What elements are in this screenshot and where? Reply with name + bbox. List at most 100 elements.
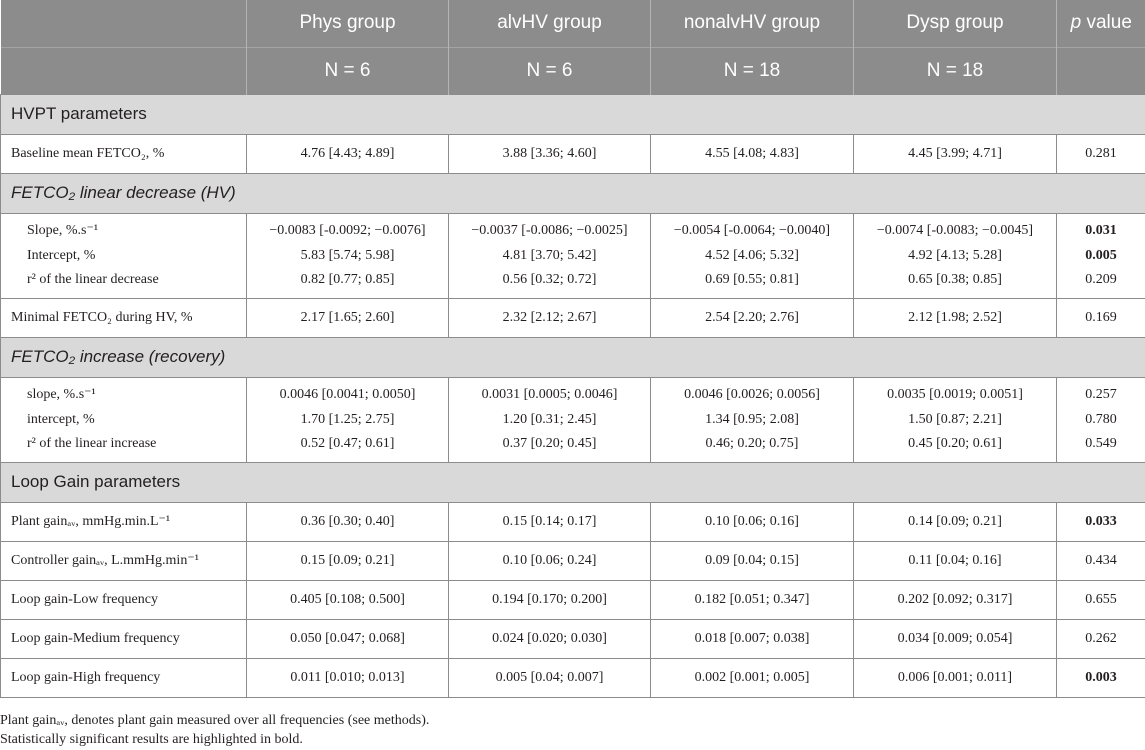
n-phys: N = 6 bbox=[246, 46, 449, 94]
p-value: 0.780 bbox=[1056, 407, 1145, 432]
table-row: Controller gainₐᵥ, L.mmHg.min⁻¹ 0.15 [0.… bbox=[0, 540, 1145, 580]
cell: 4.81 [3.70; 5.42] bbox=[448, 243, 651, 268]
cell: 0.56 [0.32; 0.72] bbox=[448, 268, 651, 298]
header-nonalvhv: nonalvHV group bbox=[650, 0, 854, 47]
p-value: 0.262 bbox=[1056, 618, 1145, 658]
cell: 0.405 [0.108; 0.500] bbox=[246, 579, 449, 619]
table-row: Loop gain-Medium frequency 0.050 [0.047;… bbox=[0, 618, 1145, 658]
row-label: Plant gainₐᵥ, mmHg.min.L⁻¹ bbox=[0, 501, 247, 541]
row-label: Baseline mean FETCO₂, % bbox=[0, 133, 247, 173]
cell: 0.15 [0.09; 0.21] bbox=[246, 540, 449, 580]
section-hvpt: HVPT parameters bbox=[0, 93, 1145, 134]
footnote-plant-gain: Plant gainₐᵥ, denotes plant gain measure… bbox=[0, 713, 430, 728]
p-value: 0.033 bbox=[1056, 501, 1145, 541]
cell: 0.37 [0.20; 0.45] bbox=[448, 432, 651, 462]
table-row: Minimal FETCO₂ during HV, % 2.17 [1.65; … bbox=[0, 297, 1145, 337]
p-value: 0.031 bbox=[1056, 212, 1145, 243]
cell: 0.52 [0.47; 0.61] bbox=[246, 432, 449, 462]
cell: 1.20 [0.31; 2.45] bbox=[448, 407, 651, 432]
cell: 5.83 [5.74; 5.98] bbox=[246, 243, 449, 268]
header-blank bbox=[0, 0, 247, 47]
n-alvhv: N = 6 bbox=[448, 46, 651, 94]
p-value: 0.257 bbox=[1056, 376, 1145, 407]
cell: 0.002 [0.001; 0.005] bbox=[650, 657, 854, 698]
p-value: 0.005 bbox=[1056, 243, 1145, 268]
row-label: Loop gain-High frequency bbox=[0, 657, 247, 698]
row-label: Intercept, % bbox=[0, 243, 247, 268]
cell: 0.10 [0.06; 0.16] bbox=[650, 501, 854, 541]
header-dysp: Dysp group bbox=[853, 0, 1057, 47]
row-label: intercept, % bbox=[0, 407, 247, 432]
cell: 0.45 [0.20; 0.61] bbox=[853, 432, 1057, 462]
cell: 0.018 [0.007; 0.038] bbox=[650, 618, 854, 658]
row-label: Minimal FETCO₂ during HV, % bbox=[0, 297, 247, 337]
cell: 2.12 [1.98; 2.52] bbox=[853, 297, 1057, 337]
cell: 0.46; 0.20; 0.75] bbox=[650, 432, 854, 462]
cell: 4.76 [4.43; 4.89] bbox=[246, 133, 449, 173]
table-row: Loop gain-Low frequency 0.405 [0.108; 0.… bbox=[0, 579, 1145, 619]
cell: −0.0074 [-0.0083; −0.0045] bbox=[853, 212, 1057, 243]
cell: 0.0035 [0.0019; 0.0051] bbox=[853, 376, 1057, 407]
p-value: 0.549 bbox=[1056, 432, 1145, 462]
cell: 0.182 [0.051; 0.347] bbox=[650, 579, 854, 619]
cell: 0.36 [0.30; 0.40] bbox=[246, 501, 449, 541]
cell: 4.45 [3.99; 4.71] bbox=[853, 133, 1057, 173]
n-dysp: N = 18 bbox=[853, 46, 1057, 94]
cell: 0.11 [0.04; 0.16] bbox=[853, 540, 1057, 580]
cell: −0.0083 [-0.0092; −0.0076] bbox=[246, 212, 449, 243]
cell: 4.52 [4.06; 5.32] bbox=[650, 243, 854, 268]
row-label: r² of the linear decrease bbox=[0, 268, 247, 298]
cell: 0.10 [0.06; 0.24] bbox=[448, 540, 651, 580]
cell: 0.194 [0.170; 0.200] bbox=[448, 579, 651, 619]
cell: 2.54 [2.20; 2.76] bbox=[650, 297, 854, 337]
cell: 0.006 [0.001; 0.011] bbox=[853, 657, 1057, 698]
row-label: Loop gain-Medium frequency bbox=[0, 618, 247, 658]
cell: 0.034 [0.009; 0.054] bbox=[853, 618, 1057, 658]
p-value: 0.003 bbox=[1056, 657, 1145, 698]
cell: 0.15 [0.14; 0.17] bbox=[448, 501, 651, 541]
header-phys: Phys group bbox=[246, 0, 449, 47]
header-blank-2 bbox=[0, 46, 247, 94]
n-pvalue-blank bbox=[1056, 46, 1145, 94]
cell: 4.55 [4.08; 4.83] bbox=[650, 133, 854, 173]
cell: 0.005 [0.04; 0.007] bbox=[448, 657, 651, 698]
row-label: Loop gain-Low frequency bbox=[0, 579, 247, 619]
section-loop-gain: Loop Gain parameters bbox=[0, 461, 1145, 502]
row-label: Slope, %.s⁻¹ bbox=[0, 212, 247, 243]
row-label: r² of the linear increase bbox=[0, 432, 247, 462]
p-value: 0.209 bbox=[1056, 268, 1145, 298]
cell: 2.32 [2.12; 2.67] bbox=[448, 297, 651, 337]
p-value: 0.169 bbox=[1056, 297, 1145, 337]
cell: 0.0046 [0.0041; 0.0050] bbox=[246, 376, 449, 407]
table-row: Slope, %.s⁻¹ −0.0083 [-0.0092; −0.0076] … bbox=[0, 212, 1145, 243]
p-value: 0.434 bbox=[1056, 540, 1145, 580]
cell: 0.024 [0.020; 0.030] bbox=[448, 618, 651, 658]
cell: 0.0046 [0.0026; 0.0056] bbox=[650, 376, 854, 407]
p-value: 0.655 bbox=[1056, 579, 1145, 619]
header-alvhv: alvHV group bbox=[448, 0, 651, 47]
cell: −0.0054 [-0.0064; −0.0040] bbox=[650, 212, 854, 243]
cell: 0.69 [0.55; 0.81] bbox=[650, 268, 854, 298]
cell: 0.0031 [0.0005; 0.0046] bbox=[448, 376, 651, 407]
cell: 2.17 [1.65; 2.60] bbox=[246, 297, 449, 337]
row-label: slope, %.s⁻¹ bbox=[0, 376, 247, 407]
cell: 4.92 [4.13; 5.28] bbox=[853, 243, 1057, 268]
table-row: r² of the linear decrease 0.82 [0.77; 0.… bbox=[0, 268, 1145, 298]
table-row: Intercept, % 5.83 [5.74; 5.98] 4.81 [3.7… bbox=[0, 243, 1145, 268]
table-footnotes: Plant gainₐᵥ, denotes plant gain measure… bbox=[0, 711, 429, 749]
cell: −0.0037 [-0.0086; −0.0025] bbox=[448, 212, 651, 243]
cell: 0.14 [0.09; 0.21] bbox=[853, 501, 1057, 541]
table-row: Plant gainₐᵥ, mmHg.min.L⁻¹ 0.36 [0.30; 0… bbox=[0, 501, 1145, 541]
table-row: slope, %.s⁻¹ 0.0046 [0.0041; 0.0050] 0.0… bbox=[0, 376, 1145, 407]
n-nonalvhv: N = 18 bbox=[650, 46, 854, 94]
results-table: Phys group alvHV group nonalvHV group Dy… bbox=[0, 0, 1145, 698]
cell: 1.70 [1.25; 2.75] bbox=[246, 407, 449, 432]
section-linear-decrease: FETCO₂ linear decrease (HV) bbox=[0, 172, 1145, 213]
table-row: r² of the linear increase 0.52 [0.47; 0.… bbox=[0, 432, 1145, 462]
cell: 1.34 [0.95; 2.08] bbox=[650, 407, 854, 432]
cell: 0.82 [0.77; 0.85] bbox=[246, 268, 449, 298]
cell: 3.88 [3.36; 4.60] bbox=[448, 133, 651, 173]
cell: 0.09 [0.04; 0.15] bbox=[650, 540, 854, 580]
cell: 0.65 [0.38; 0.85] bbox=[853, 268, 1057, 298]
table-row: intercept, % 1.70 [1.25; 2.75] 1.20 [0.3… bbox=[0, 407, 1145, 432]
